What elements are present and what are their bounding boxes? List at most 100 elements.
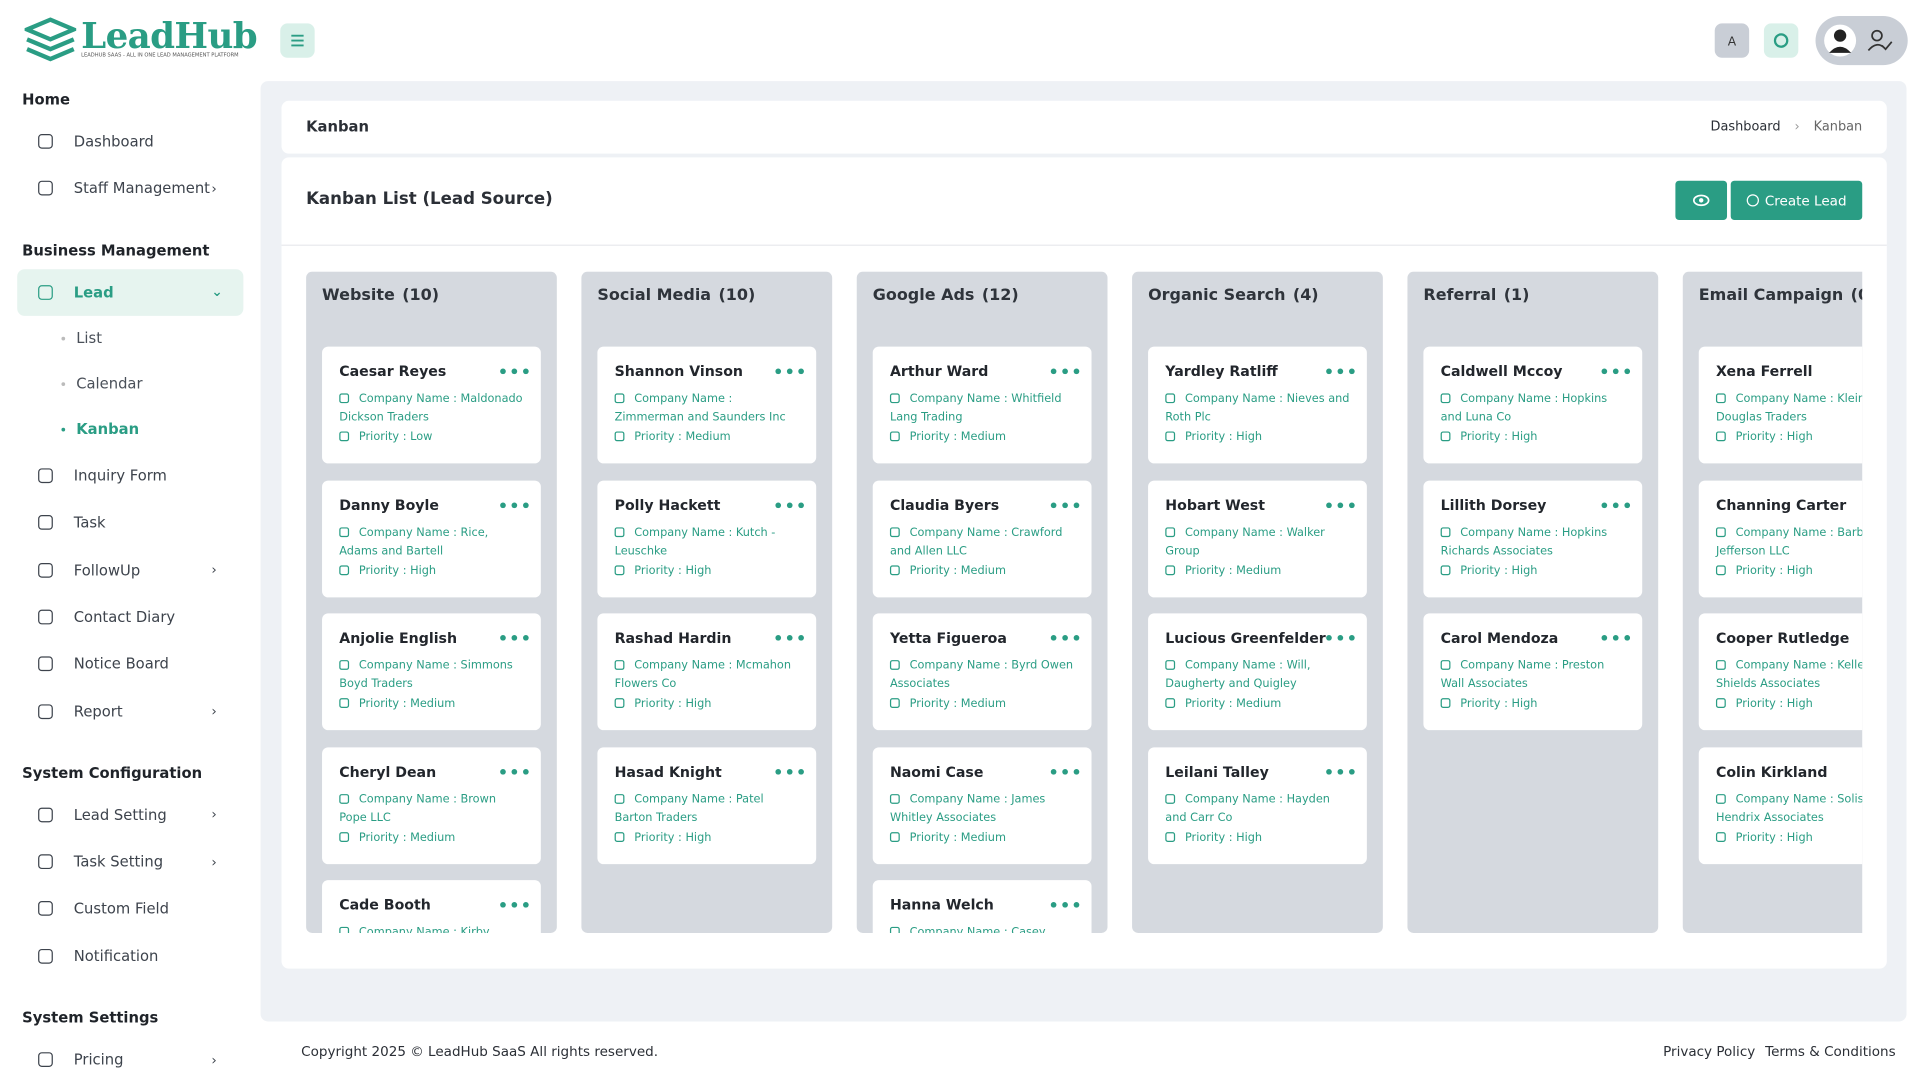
- icon: [1440, 698, 1451, 709]
- company-name: Company Name : Hopkins Richards Associat…: [1440, 525, 1608, 558]
- lead-card[interactable]: Claudia Byers ••• Company Name : Crawford …: [872, 480, 1092, 597]
- column-header: Social Media (10): [597, 286, 755, 304]
- lead-card[interactable]: Cooper Rutledge•••Company Name : Kelley …: [1698, 613, 1863, 731]
- card-menu[interactable]: •••: [497, 764, 533, 783]
- priority-line: Priority : Low: [339, 430, 432, 444]
- view-toggle-button[interactable]: [1675, 180, 1728, 221]
- sidebar-item[interactable]: Custom Field: [17, 885, 243, 932]
- sidebar-item[interactable]: Lead Setting ›: [17, 791, 243, 838]
- card-menu[interactable]: •••: [773, 363, 808, 383]
- sidebar-item[interactable]: Lead ⌄: [17, 268, 244, 316]
- sidebar-item[interactable]: Pricing ›: [17, 1036, 243, 1083]
- column-name: Referral: [1423, 286, 1497, 305]
- lead-card[interactable]: Danny Boyle ••• Company Name : Rice, Adams…: [322, 480, 541, 597]
- card-menu[interactable]: •••: [1048, 363, 1083, 383]
- sidebar-item[interactable]: Notice Board: [17, 641, 243, 688]
- footer-link[interactable]: Terms & Conditions: [1765, 1043, 1896, 1060]
- lead-card[interactable]: Lillith Dorsey ••• Company Name : Hopkins …: [1423, 480, 1643, 597]
- svg-text:A: A: [1728, 34, 1737, 48]
- lead-card[interactable]: Hobart West ••• Company Name : Walker Grou…: [1148, 480, 1367, 597]
- card-menu[interactable]: •••: [1323, 764, 1359, 783]
- icon: [1715, 393, 1726, 404]
- card-menu[interactable]: •••: [1048, 497, 1083, 516]
- company-name: Company Name : Mcmahon Flowers Co: [614, 659, 791, 692]
- create-lead-button[interactable]: Create Lead: [1730, 180, 1863, 221]
- card-menu[interactable]: •••: [1599, 630, 1634, 650]
- lead-card[interactable]: Lucious Greenfelder ••• Company Name : Wil…: [1148, 613, 1367, 731]
- lead-card[interactable]: Polly Hackett ••• Company Name : Kutch - L…: [597, 480, 817, 597]
- lead-card[interactable]: Shannon Vinson ••• Company Name : Zimmerma…: [597, 346, 817, 464]
- card-menu[interactable]: •••: [1048, 764, 1083, 783]
- card-menu[interactable]: •••: [497, 897, 533, 917]
- lead-card[interactable]: Leilani Talley ••• Company Name : Hayden a…: [1148, 747, 1367, 864]
- sidebar-item[interactable]: Staff Management ›: [17, 165, 243, 212]
- sidebar-item[interactable]: Task Setting ›: [17, 838, 243, 885]
- lead-card[interactable]: Naomi Case ••• Company Name : James Whitle…: [872, 747, 1092, 864]
- sidebar-item[interactable]: Report ›: [17, 688, 243, 735]
- lead-card[interactable]: Hasad Knight ••• Company Name : Patel Bart…: [597, 747, 817, 864]
- priority-line: Priority : High: [1715, 564, 1813, 577]
- card-menu[interactable]: •••: [1323, 363, 1359, 383]
- sidebar-item[interactable]: Dashboard: [17, 118, 243, 165]
- profile-menu[interactable]: [1815, 15, 1908, 66]
- card-menu[interactable]: •••: [1048, 630, 1083, 650]
- breadcrumb-link[interactable]: Dashboard: [1710, 119, 1781, 134]
- divider: [281, 244, 1887, 246]
- card-menu[interactable]: •••: [773, 764, 808, 783]
- company-name: Company Name : Walker Group: [1165, 525, 1325, 558]
- icon: [38, 468, 53, 484]
- lead-card[interactable]: Carol Mendoza ••• Company Name : Preston W…: [1423, 613, 1643, 731]
- sidebar-item[interactable]: Notification: [17, 932, 243, 979]
- lead-card[interactable]: Cheryl Dean ••• Company Name : Brown Pope …: [322, 747, 541, 864]
- column-name: Google Ads: [872, 286, 975, 305]
- sidebar-item[interactable]: Inquiry Form: [17, 452, 243, 499]
- footer-link[interactable]: Privacy Policy: [1663, 1043, 1756, 1060]
- lead-card[interactable]: Colin Kirkland•••Company Name : Solis an…: [1698, 747, 1863, 864]
- priority: Priority : High: [634, 563, 712, 578]
- submenu-item[interactable]: List: [17, 316, 243, 361]
- lead-card[interactable]: Caesar Reyes ••• Company Name : Maldonado …: [322, 346, 541, 464]
- card-menu[interactable]: •••: [773, 497, 808, 516]
- card-menu[interactable]: •••: [1599, 363, 1634, 383]
- card-menu[interactable]: •••: [1323, 630, 1359, 650]
- card-menu[interactable]: •••: [1599, 497, 1634, 516]
- sidebar-item[interactable]: Contact Diary: [17, 593, 243, 640]
- company-line: Company Name : Whitfield Lang Trading: [889, 390, 1077, 427]
- lead-card[interactable]: Arthur Ward ••• Company Name : Whitfield L…: [872, 346, 1092, 464]
- icon: [1715, 793, 1726, 804]
- logo[interactable]: LeadHub LEADHUB SAAS - ALL IN ONE LEAD M…: [21, 15, 258, 62]
- lead-card[interactable]: Hanna Welch ••• Company Name : Casey: [872, 880, 1092, 933]
- menu-toggle[interactable]: [280, 23, 315, 58]
- lead-card[interactable]: Xena Ferrell•••Company Name : Klein and …: [1698, 346, 1863, 464]
- sidebar-item[interactable]: Task: [17, 499, 243, 546]
- icon: [1440, 431, 1451, 442]
- lead-card[interactable]: Rashad Hardin ••• Company Name : Mcmahon F…: [597, 613, 817, 731]
- priority-line: Priority : High: [1715, 430, 1813, 444]
- lead-card[interactable]: Yardley Ratliff ••• Company Name : Nieves …: [1148, 346, 1367, 464]
- card-menu[interactable]: •••: [497, 630, 533, 650]
- breadcrumb-bar: Kanban Dashboard › Kanban: [281, 100, 1887, 154]
- card-menu[interactable]: •••: [497, 363, 533, 383]
- sidebar-item[interactable]: FollowUp ›: [17, 546, 243, 593]
- lead-card[interactable]: Caldwell Mccoy ••• Company Name : Hopkins …: [1423, 346, 1643, 464]
- breadcrumb: Dashboard › Kanban: [1710, 119, 1863, 134]
- submenu-item[interactable]: Kanban: [17, 407, 243, 452]
- icon: [614, 660, 625, 671]
- lead-card[interactable]: Yetta Figueroa ••• Company Name : Byrd Owe…: [872, 613, 1092, 731]
- lead-card[interactable]: Channing Carter•••Company Name : Barber …: [1698, 480, 1863, 597]
- priority-line: Priority : Medium: [889, 430, 1006, 444]
- language-button[interactable]: A: [1714, 23, 1750, 58]
- settings-button[interactable]: [1763, 23, 1799, 58]
- submenu-item[interactable]: Calendar: [17, 361, 243, 406]
- icon: [1440, 660, 1451, 671]
- lead-card[interactable]: Anjolie English ••• Company Name : Simmons…: [322, 613, 541, 731]
- priority: Priority : Medium: [358, 697, 456, 711]
- card-menu[interactable]: •••: [773, 630, 808, 650]
- company-name: Company Name : Klein and Douglas Traders: [1715, 392, 1862, 425]
- card-menu[interactable]: •••: [1323, 497, 1359, 516]
- card-menu[interactable]: •••: [1048, 897, 1083, 917]
- icon: [614, 564, 625, 575]
- company-line: Company Name : Will, Daugherty and Quigl…: [1165, 657, 1352, 694]
- lead-card[interactable]: Cade Booth ••• Company Name : Kirby: [322, 880, 541, 933]
- card-menu[interactable]: •••: [497, 497, 533, 516]
